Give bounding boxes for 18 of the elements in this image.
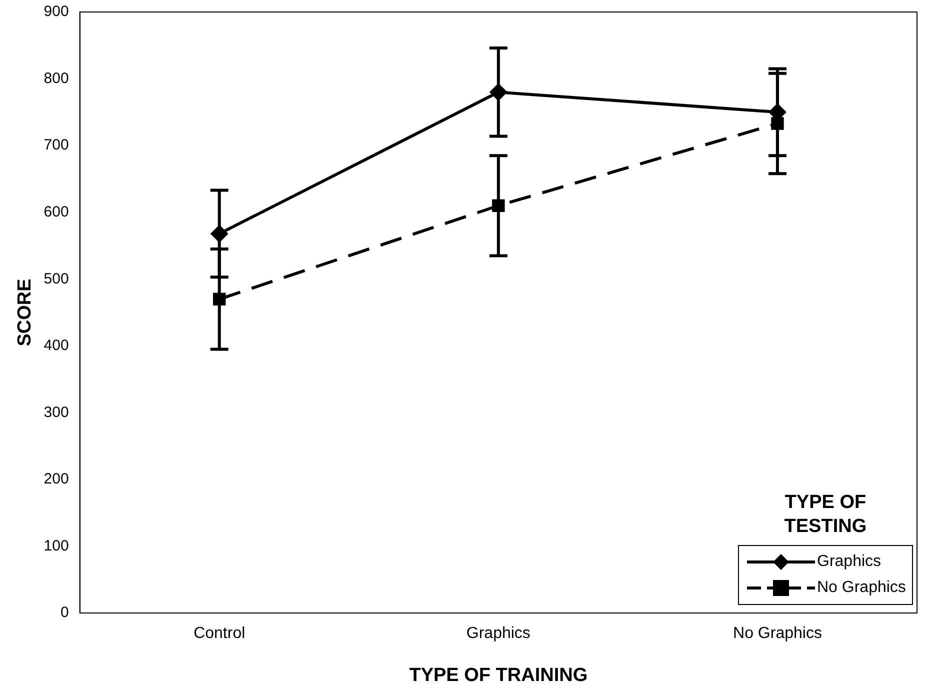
y-axis-title: SCORE (14, 278, 36, 346)
y-tick-label: 200 (44, 470, 69, 488)
x-tick-label: Graphics (466, 625, 530, 642)
x-tick-label: No Graphics (733, 625, 822, 642)
y-tick-label: 700 (44, 136, 69, 154)
y-tick-label: 600 (44, 203, 69, 220)
x-tick-label: Control (194, 625, 246, 642)
x-axis-title: TYPE OF TRAINING (409, 664, 588, 686)
y-tick-label: 100 (44, 537, 69, 554)
legend-label: No Graphics (817, 578, 906, 598)
y-tick-label: 300 (44, 404, 69, 421)
y-tick-label: 0 (60, 604, 69, 622)
y-tick-label: 500 (44, 270, 69, 288)
legend-title: TYPE OF TESTING (783, 491, 868, 539)
y-tick-label: 400 (44, 337, 69, 354)
y-tick-label: 900 (44, 3, 69, 20)
y-tick-label: 800 (44, 70, 69, 87)
legend-label: Graphics (817, 552, 882, 572)
